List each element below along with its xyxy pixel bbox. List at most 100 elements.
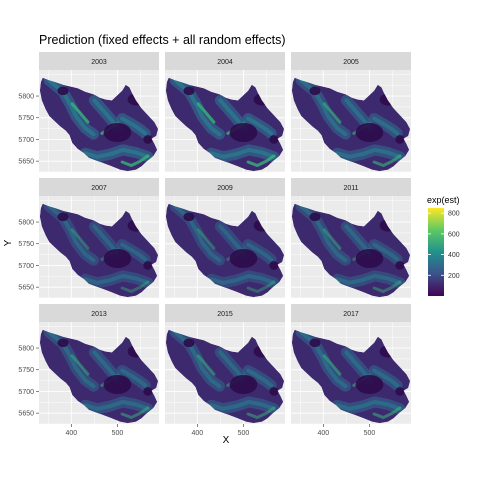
facet-panel-2013: 2013 5650 5700 5750 5800 400 500: [18, 304, 159, 437]
legend-tick-label: 800: [448, 211, 460, 218]
surface-low-area: [183, 212, 195, 222]
surface-band-core: [209, 399, 276, 411]
surface-band-core: [120, 116, 148, 136]
surface-band-core: [372, 242, 400, 262]
facet-strip: [39, 52, 159, 70]
surface-band: [242, 239, 277, 265]
legend-title: exp(est): [427, 195, 460, 205]
x-tick-label: 500: [112, 430, 124, 437]
prediction-surface: [165, 329, 285, 424]
surface-band-core: [83, 399, 150, 411]
x-tick-label: 400: [317, 430, 329, 437]
facet-panel-2007: 2007 5650 5700 5750 5800: [18, 178, 159, 299]
legend-tick-label: 400: [448, 252, 460, 259]
facet-strip-label: 2015: [217, 311, 233, 318]
y-tick-label: 5750: [18, 241, 34, 248]
surface-low-area: [355, 122, 384, 143]
facet-panel-2015: 2015 400 500: [165, 304, 285, 437]
surface-band-core: [120, 368, 148, 388]
surface-hotspot: [246, 406, 276, 420]
surface-low-area: [309, 86, 321, 96]
surface-hotspot: [372, 154, 402, 168]
facet-strip-label: 2017: [343, 311, 359, 318]
surface-band-core: [246, 368, 274, 388]
prediction-surface: [165, 203, 285, 298]
surface-low-area: [269, 261, 279, 270]
facet-strip-label: 2005: [343, 59, 359, 66]
y-tick-label: 5700: [18, 263, 34, 270]
surface-low-area: [183, 86, 195, 96]
legend-colorbar: [428, 208, 444, 296]
y-axis-title: Y: [3, 239, 14, 246]
surface-low-area: [229, 374, 258, 395]
surface-low-area: [143, 261, 153, 270]
y-tick-label: 5650: [18, 285, 34, 292]
surface-low-area: [309, 212, 321, 222]
legend-tick-label: 200: [448, 273, 460, 280]
y-tick-label: 5700: [18, 137, 34, 144]
surface-low-area: [57, 338, 69, 348]
facet-panel-2003: 2003 5650 5700 5750 5800: [18, 52, 159, 173]
surface-hotspot: [70, 102, 90, 124]
facet-strip-label: 2013: [91, 311, 107, 318]
surface-band-core: [372, 116, 400, 136]
surface-band-core: [372, 368, 400, 388]
facet-strip: [165, 304, 285, 322]
y-tick-label: 5800: [18, 94, 34, 101]
surface-low-area: [395, 387, 405, 396]
surface-band-core: [83, 273, 150, 285]
y-tick-label: 5800: [18, 346, 34, 353]
y-tick-label: 5800: [18, 220, 34, 227]
surface-low-area: [229, 122, 258, 143]
y-tick-label: 5750: [18, 115, 34, 122]
facet-panels: 2003 5650 5700 5750 5800 2004 2005 2007 5650 5700…: [18, 52, 411, 437]
surface-low-area: [309, 338, 321, 348]
surface-band: [79, 270, 154, 289]
legend: exp(est) 200 400 600 800: [427, 195, 460, 296]
surface-band-core: [335, 273, 402, 285]
x-tick-label: 500: [238, 430, 250, 437]
surface-low-area: [395, 135, 405, 144]
surface-low-area: [395, 261, 405, 270]
y-tick-label: 5750: [18, 367, 34, 374]
surface-hotspot: [120, 280, 150, 294]
surface-low-area: [229, 248, 258, 269]
facet-panel-2017: 2017 400 500: [291, 304, 411, 437]
x-axis-title: X: [223, 435, 230, 446]
surface-low-area: [143, 387, 153, 396]
surface-band: [116, 239, 151, 265]
surface-low-area: [103, 248, 132, 269]
prediction-surface: [39, 329, 159, 424]
surface-hotspot: [322, 354, 342, 376]
surface-hotspot: [372, 406, 402, 420]
x-tick-label: 400: [65, 430, 77, 437]
facet-panel-2009: 2009: [165, 178, 285, 299]
surface-low-area: [355, 374, 384, 395]
surface-hotspot: [322, 102, 342, 124]
prediction-surface: [39, 203, 159, 298]
surface-low-area: [103, 374, 132, 395]
surface-low-area: [143, 135, 153, 144]
y-tick-label: 5650: [18, 159, 34, 166]
surface-band: [205, 270, 280, 289]
facet-strip: [291, 178, 411, 196]
surface-band-core: [246, 116, 274, 136]
surface-hotspot: [70, 354, 90, 376]
facet-panel-2004: 2004: [165, 52, 285, 173]
surface-band-core: [209, 147, 276, 159]
surface-hotspot: [372, 280, 402, 294]
prediction-surface: [165, 77, 285, 172]
surface-low-area: [103, 122, 132, 143]
facet-panel-2011: 2011: [291, 178, 411, 299]
surface-low-area: [269, 135, 279, 144]
chart-title: Prediction (fixed effects + all random e…: [39, 33, 286, 47]
facet-strip: [39, 304, 159, 322]
surface-hotspot: [322, 228, 342, 250]
facet-strip-label: 2003: [91, 59, 107, 66]
facet-strip-label: 2009: [217, 185, 233, 192]
surface-hotspot: [120, 154, 150, 168]
surface-low-area: [57, 86, 69, 96]
surface-hotspot: [246, 280, 276, 294]
surface-low-area: [355, 248, 384, 269]
